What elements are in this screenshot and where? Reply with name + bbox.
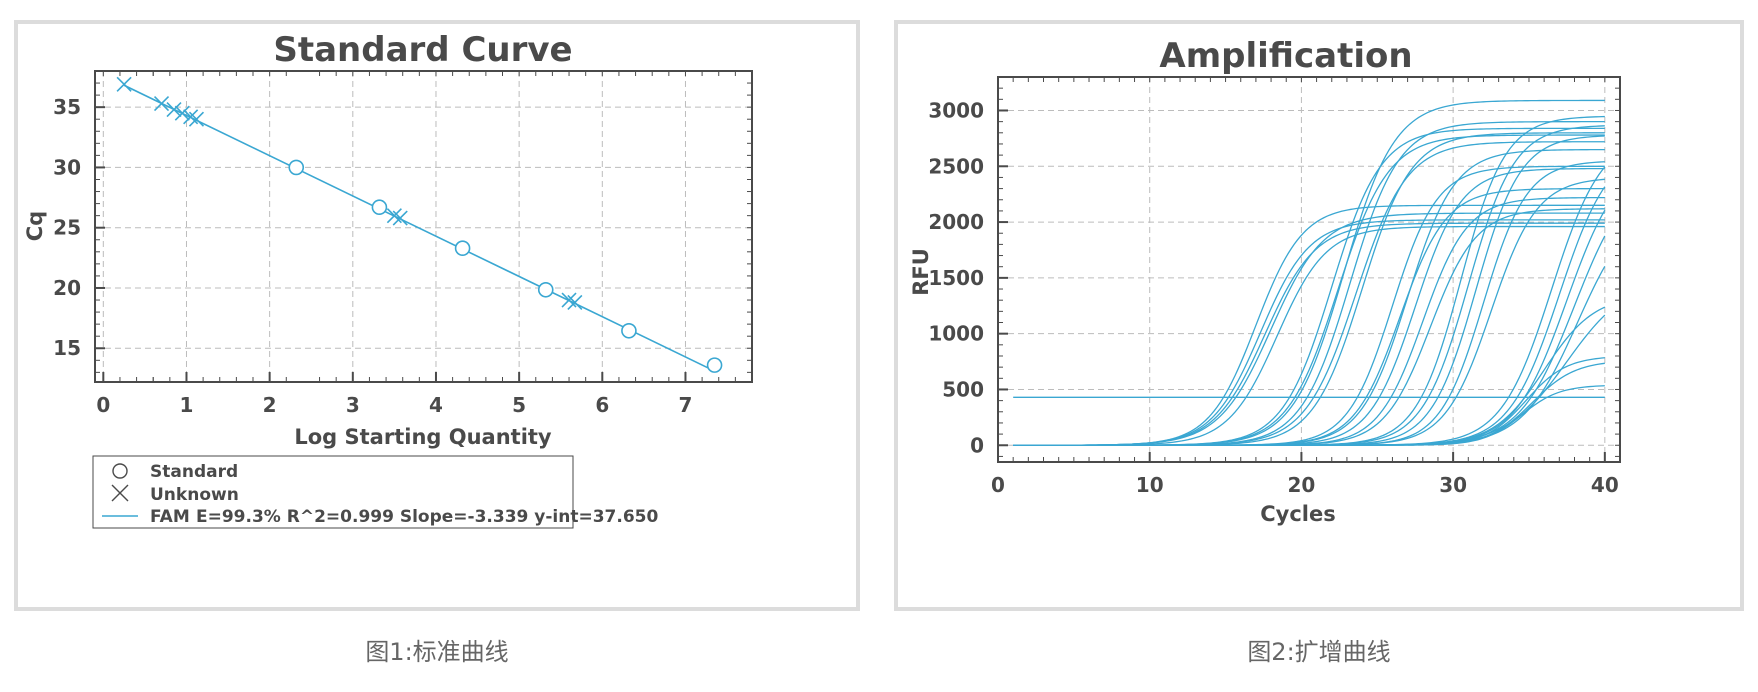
- x-tick-label: 0: [96, 393, 110, 417]
- y-tick-label: 25: [53, 216, 81, 240]
- standard-point: [288, 159, 305, 176]
- x-tick-label: 3: [346, 393, 360, 417]
- unknown-point: [386, 208, 402, 224]
- unknown-point-stroke: [153, 95, 170, 112]
- legend-fit-name: FAM: [150, 507, 190, 527]
- amplification-curve: [1013, 314, 1606, 446]
- x-tick-label: 0: [991, 473, 1005, 497]
- amplification-panel: Amplification 0 10 20 30 40 0 500 1000 1500 2000 25…: [894, 20, 1744, 611]
- y-tick-label: 2000: [928, 210, 984, 234]
- x-tick-label: 1: [180, 393, 194, 417]
- y-tick-label: 35: [53, 95, 81, 119]
- x-tick-label: 7: [679, 393, 693, 417]
- x-tick-label: 6: [595, 393, 609, 417]
- x-axis-label: Log Starting Quantity: [294, 425, 552, 449]
- unknown-point: [392, 210, 408, 226]
- x-tick-label: 30: [1439, 473, 1467, 497]
- unknown-point: [174, 105, 190, 121]
- plot-frame: [997, 76, 1621, 463]
- y-axis-label: RFU: [909, 248, 933, 296]
- unknown-point: [188, 111, 205, 127]
- legend-fit-stats: E=99.3% R^2=0.999 Slope=-3.339 y-int=37.…: [196, 507, 659, 527]
- figure-2-caption: 图2:扩增曲线: [1247, 638, 1391, 666]
- legend-standard-label: Standard: [150, 462, 238, 482]
- x-tick-label: 5: [512, 393, 526, 417]
- y-tick-label: 1500: [928, 266, 984, 290]
- chart-title: Amplification: [1159, 36, 1412, 76]
- standard-point: [621, 322, 637, 339]
- y-tick-label: 2500: [928, 154, 984, 178]
- amplification-chart: Amplification 0 10 20 30 40 0 500 1000 1500 2000 25…: [909, 36, 1621, 526]
- y-tick-label: 0: [970, 433, 984, 457]
- unknown-point-stroke: [116, 76, 132, 92]
- unknown-point-stroke: [386, 208, 402, 224]
- amplification-curve: [1013, 186, 1606, 446]
- amplification-curve: [1013, 385, 1605, 446]
- y-tick-label: 1000: [928, 322, 984, 346]
- plot-frame: [94, 70, 753, 383]
- standard-curve-panel: Standard Curve 0 1 2 3 4 5 6 7 15 20 25 30 35 Log Star…: [14, 20, 860, 611]
- x-axis-label: Cycles: [1260, 502, 1336, 526]
- legend-unknown-icon: [111, 484, 129, 502]
- unknown-point-stroke: [392, 210, 408, 226]
- x-tick-label: 10: [1136, 473, 1164, 497]
- unknown-point-stroke: [174, 105, 190, 121]
- y-tick-label: 30: [53, 155, 81, 179]
- unknown-point: [567, 294, 583, 311]
- unknown-point: [153, 95, 170, 112]
- legend-box: [92, 455, 574, 529]
- legend-standard-icon: [112, 463, 128, 479]
- standard-point: [371, 199, 388, 216]
- y-tick-label: 3000: [928, 98, 984, 122]
- unknown-point-stroke: [567, 294, 583, 311]
- unknown-point: [166, 102, 182, 118]
- y-tick-label: 15: [53, 336, 81, 360]
- standard-point: [454, 240, 471, 256]
- y-tick-label: 500: [942, 377, 984, 401]
- unknown-point-stroke: [183, 109, 199, 125]
- unknown-point-stroke: [561, 292, 577, 308]
- amplification-curve: [1013, 161, 1605, 446]
- unknown-point-stroke: [166, 102, 182, 118]
- unknown-point: [561, 292, 577, 308]
- fit-line: [123, 84, 715, 372]
- legend-unknown-label: Unknown: [150, 485, 239, 505]
- standard-point: [706, 357, 723, 373]
- standard-curve-chart: Standard Curve 0 1 2 3 4 5 6 7 15 20 25 30 35 Log Star…: [23, 30, 753, 529]
- amplification-curve: [1013, 148, 1605, 446]
- x-tick-label: 4: [429, 393, 443, 417]
- y-tick-label: 20: [53, 276, 81, 300]
- x-tick-label: 2: [263, 393, 277, 417]
- x-tick-label: 20: [1287, 473, 1315, 497]
- y-axis-label: Cq: [23, 211, 47, 241]
- unknown-point-stroke: [188, 111, 205, 127]
- chart-title: Standard Curve: [273, 30, 572, 70]
- unknown-point: [116, 76, 132, 92]
- figure-1-caption: 图1:标准曲线: [365, 638, 509, 666]
- standard-point: [537, 281, 554, 298]
- x-tick-label: 40: [1591, 473, 1619, 497]
